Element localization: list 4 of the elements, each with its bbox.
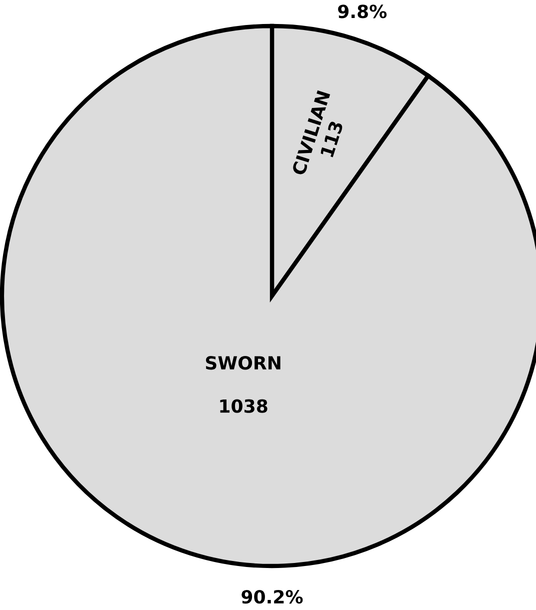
slice-label: SWORN [206,356,280,370]
text: 9.8% [338,4,387,18]
data-label: 1038 [220,399,268,413]
text: 90.2% [242,590,303,604]
